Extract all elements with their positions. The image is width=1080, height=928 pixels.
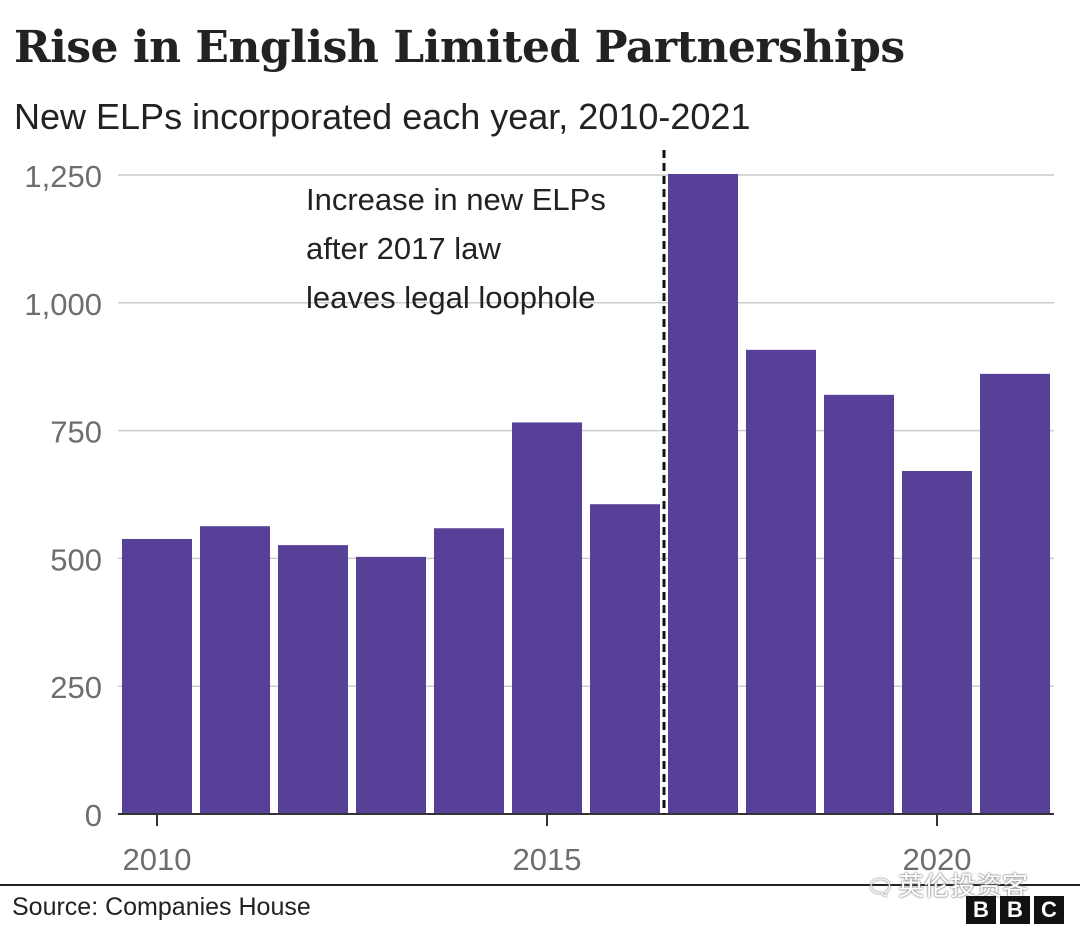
annotation-text: after 2017 law bbox=[306, 231, 501, 266]
bar-2018 bbox=[746, 349, 816, 814]
chart-subtitle: New ELPs incorporated each year, 2010-20… bbox=[14, 96, 751, 137]
x-tick-label: 2010 bbox=[123, 842, 192, 877]
y-tick-label: 1,000 bbox=[24, 287, 102, 322]
bar-2011 bbox=[200, 526, 270, 814]
bar-2015 bbox=[512, 422, 582, 814]
bbc-logo-letter: C bbox=[1034, 896, 1064, 924]
bar-2010 bbox=[122, 538, 192, 814]
bar-2016 bbox=[590, 504, 660, 814]
wechat-icon: 🗨 bbox=[866, 875, 894, 900]
y-tick-label: 500 bbox=[50, 542, 102, 577]
y-tick-label: 750 bbox=[50, 415, 102, 450]
bar-chart: 0 250 500 750 1,000 1,250 2010 2015 2020 Increase… bbox=[24, 150, 1054, 877]
bar-2013 bbox=[356, 556, 426, 814]
bbc-logo-letter: B bbox=[1000, 896, 1030, 924]
annotation-text: Increase in new ELPs bbox=[306, 182, 606, 217]
bbc-logo-letter: B bbox=[966, 896, 996, 924]
bbc-logo: B B C bbox=[966, 896, 1064, 924]
bar-2012 bbox=[278, 545, 348, 814]
y-tick-label: 250 bbox=[50, 670, 102, 705]
chart-title: Rise in English Limited Partnerships bbox=[14, 22, 905, 73]
x-tick-label: 2015 bbox=[513, 842, 582, 877]
y-tick-label: 1,250 bbox=[24, 159, 102, 194]
bar-2020 bbox=[902, 470, 972, 814]
bar-2019 bbox=[824, 394, 894, 814]
x-tick-label: 2020 bbox=[903, 842, 972, 877]
y-tick-label: 0 bbox=[85, 798, 102, 833]
source-note: Source: Companies House bbox=[12, 893, 311, 921]
bar-2017 bbox=[668, 173, 738, 814]
bar-2021 bbox=[980, 373, 1050, 814]
annotation-text: leaves legal loophole bbox=[306, 280, 596, 315]
bar-2014 bbox=[434, 528, 504, 814]
footer-divider bbox=[0, 884, 1080, 886]
